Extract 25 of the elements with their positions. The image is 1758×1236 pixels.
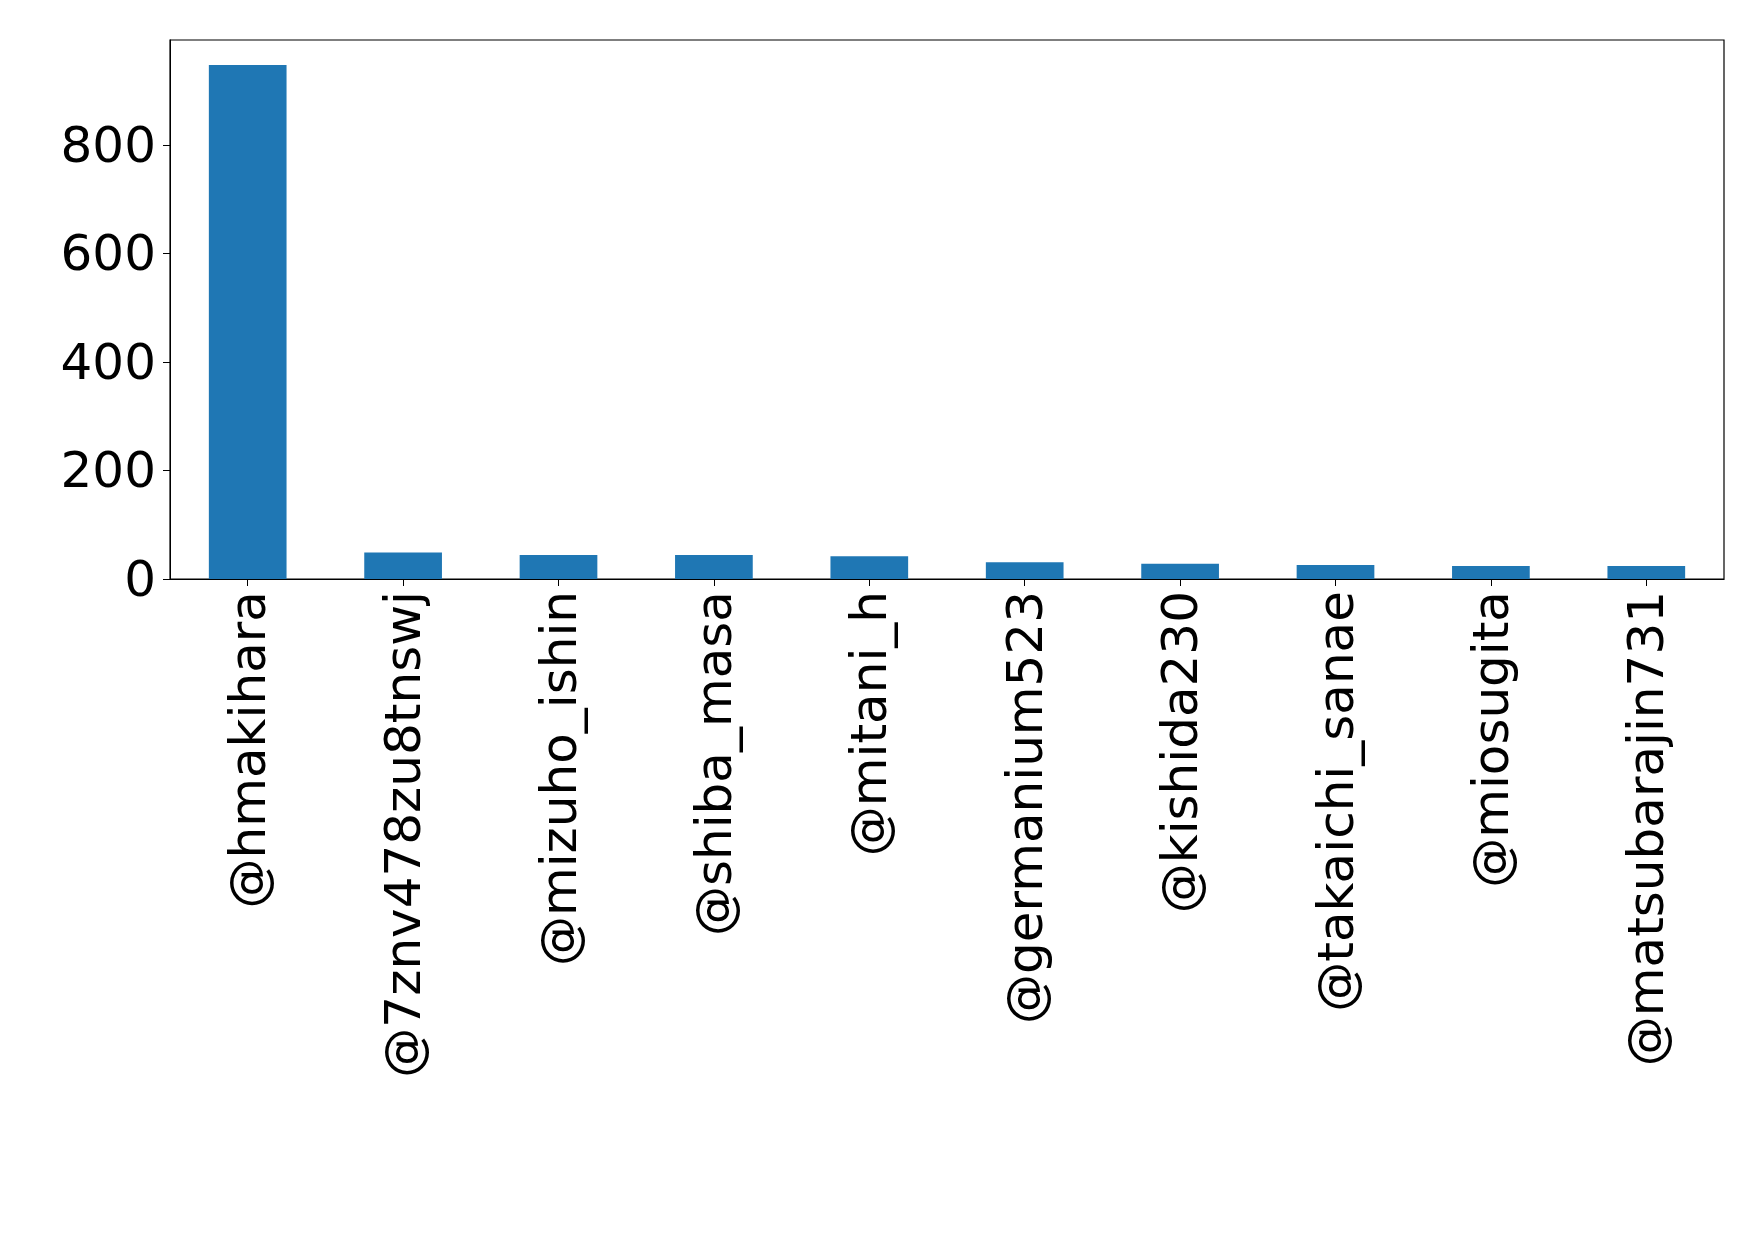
x-tick-label: @takaichi_sanae — [1306, 591, 1365, 1012]
y-tick-label: 200 — [60, 441, 156, 500]
x-tick-label: @hmakihara — [218, 591, 277, 909]
y-tick-label: 0 — [124, 550, 156, 608]
bar — [1452, 565, 1530, 579]
x-tick-label: @7znv478zu8tnswj — [374, 591, 433, 1078]
x-tick-label: @mitani_h — [840, 591, 899, 857]
x-tick-label: @kishida230 — [1151, 591, 1210, 914]
bar — [1141, 563, 1219, 579]
bar — [830, 556, 909, 579]
y-tick-label: 400 — [60, 332, 156, 391]
x-tick-label: @shiba_masa — [684, 591, 743, 937]
x-tick-label: @mizuho_ishin — [529, 591, 588, 967]
x-tick-label: @matsubarajin731 — [1617, 591, 1676, 1067]
bar — [985, 562, 1064, 579]
bar — [208, 64, 287, 579]
bar — [519, 555, 598, 579]
bar — [1607, 565, 1686, 579]
bar — [675, 555, 753, 579]
bar — [364, 552, 442, 579]
y-tick-label: 600 — [60, 224, 156, 283]
bar — [1296, 564, 1375, 579]
x-tick-label: @germanium523 — [995, 591, 1054, 1024]
x-tick-label: @miosugita — [1461, 591, 1520, 888]
y-tick-label: 800 — [60, 115, 156, 174]
